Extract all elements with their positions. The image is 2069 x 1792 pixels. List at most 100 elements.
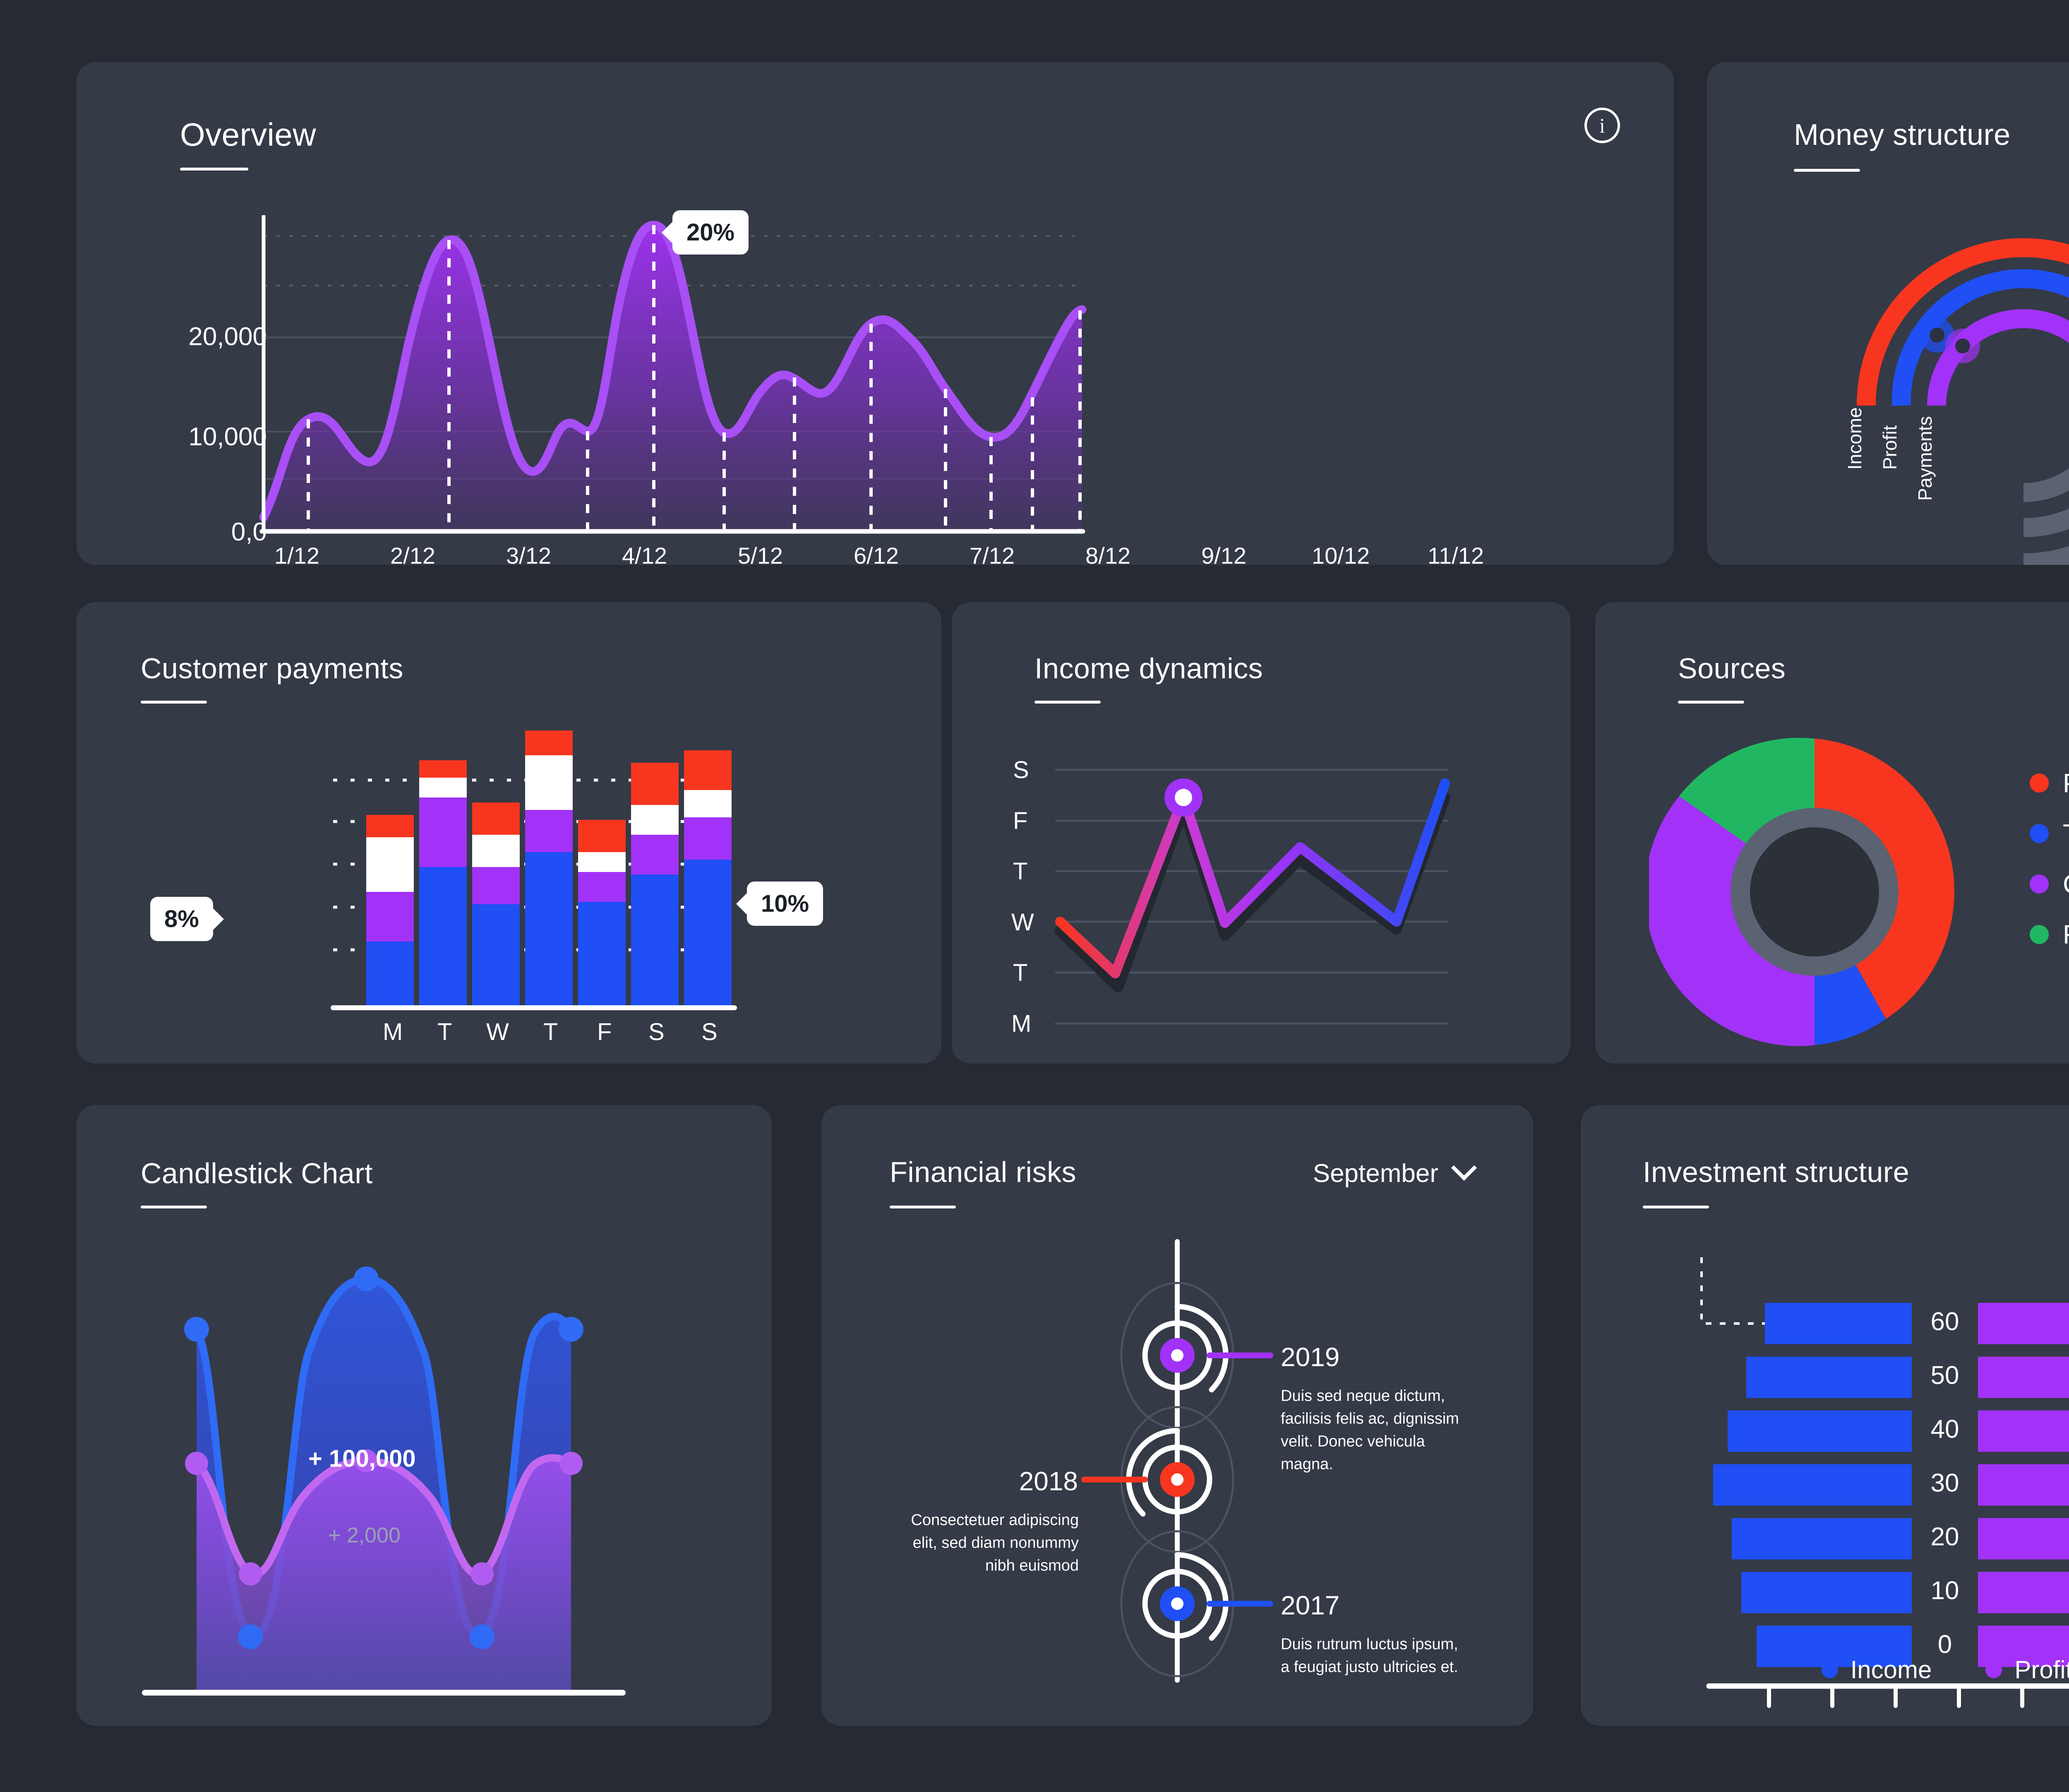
income-dynamics-card: Income dynamics bbox=[952, 602, 1570, 1064]
x-tick: 2/12 bbox=[390, 543, 435, 565]
x-tick: T bbox=[437, 1019, 452, 1045]
candlestick-points-blue bbox=[184, 1266, 583, 1649]
money-structure-gauge bbox=[1856, 238, 2069, 565]
title-underline bbox=[1034, 701, 1101, 704]
x-tick: 1/12 bbox=[274, 543, 319, 565]
sources-card: Sources i Payments — 60% Tariff — 10% bbox=[1595, 602, 2069, 1064]
row-value: 40 bbox=[1930, 1415, 1959, 1444]
row-value: 50 bbox=[1930, 1361, 1959, 1390]
bar-stack bbox=[631, 763, 679, 1006]
title-underline bbox=[1678, 701, 1744, 704]
row-value: 30 bbox=[1930, 1469, 1959, 1497]
title-underline bbox=[1794, 169, 1860, 172]
bar-stack bbox=[366, 815, 414, 1006]
income-dynamics-chart bbox=[1055, 769, 1450, 1025]
legend-item-profit[interactable]: Profit bbox=[1985, 1655, 2069, 1684]
info-icon[interactable]: i bbox=[1584, 108, 1620, 143]
timeline-year-2019: 2019 bbox=[1281, 1342, 1340, 1372]
income-line bbox=[1055, 778, 1450, 978]
month-selector[interactable]: September bbox=[1313, 1155, 1477, 1188]
legend-item-tariff[interactable]: Tariff — 10% bbox=[2030, 818, 2069, 849]
customer-payments-card: Customer payments bbox=[77, 602, 941, 1064]
candlestick-label-top: + 100,000 bbox=[308, 1445, 416, 1472]
gauge-arc-income bbox=[1856, 238, 2069, 406]
x-tick: T bbox=[543, 1019, 558, 1045]
x-tick: 9/12 bbox=[1201, 543, 1246, 565]
bar-stack bbox=[419, 760, 467, 1006]
x-tick: M bbox=[383, 1019, 403, 1045]
bars-income bbox=[1713, 1303, 1912, 1667]
title-underline bbox=[141, 701, 207, 704]
candlestick-title: Candlestick Chart bbox=[141, 1157, 373, 1189]
y-tick-t2: T bbox=[1013, 959, 1028, 986]
timeline-node-2018[interactable] bbox=[1081, 1428, 1212, 1517]
timeline-body-2019: Duis sed neque dictum, facilisis felis a… bbox=[1281, 1387, 1459, 1473]
legend-label-profit: Profit bbox=[2014, 1656, 2069, 1684]
x-tick: F bbox=[597, 1019, 612, 1045]
title-underline bbox=[1643, 1206, 1709, 1208]
legend-dot-income bbox=[1821, 1661, 1838, 1678]
legend-item-income[interactable]: Income bbox=[1821, 1655, 1932, 1684]
row-value: 0 bbox=[1937, 1630, 1952, 1659]
investment-butterfly-chart bbox=[1700, 1257, 2069, 1708]
sources-donut bbox=[1649, 737, 1954, 1046]
gauge-label-payments: Payments bbox=[1914, 416, 1936, 501]
timeline-node-2019[interactable] bbox=[1142, 1304, 1273, 1393]
income-dynamics-title: Income dynamics bbox=[1034, 652, 1263, 685]
income-shadow-line bbox=[1055, 792, 1450, 992]
financial-risks-card: Financial risks September bbox=[821, 1105, 1533, 1726]
x-tick: 4/12 bbox=[622, 543, 667, 565]
y-tick-f: F bbox=[1013, 807, 1028, 834]
legend-dot-current bbox=[2030, 874, 2049, 894]
legend-item-reserves[interactable]: Reserves— 5% bbox=[2030, 919, 2069, 950]
legend-item-payments[interactable]: Payments — 60% bbox=[2030, 768, 2069, 798]
candlestick-points-purple bbox=[185, 1449, 583, 1585]
x-tick: S bbox=[648, 1019, 665, 1045]
gauge-label-profit: Profit bbox=[1879, 425, 1901, 470]
y-tick-w: W bbox=[1011, 909, 1034, 936]
overview-chart bbox=[259, 215, 1087, 534]
y-tick-t1: T bbox=[1013, 858, 1028, 885]
title-underline bbox=[890, 1206, 956, 1208]
legend-label-current: Current — 25% bbox=[2063, 869, 2069, 899]
gauge-arc-payments bbox=[1927, 309, 2069, 406]
overview-annotation-badge: 20% bbox=[672, 210, 749, 255]
timeline-node-2017[interactable] bbox=[1142, 1552, 1273, 1641]
x-tick: W bbox=[486, 1019, 509, 1045]
bar-stack bbox=[684, 750, 732, 1006]
investment-legend: Income Profit bbox=[1581, 1655, 2069, 1684]
x-tick: 11/12 bbox=[1428, 543, 1484, 565]
bar-stack bbox=[578, 820, 626, 1006]
page-title: Overview bbox=[180, 116, 317, 153]
bars-profit bbox=[1978, 1303, 2069, 1667]
customer-payments-title: Customer payments bbox=[141, 652, 403, 685]
x-tick: 6/12 bbox=[854, 543, 899, 565]
legend-dot-tariff bbox=[2030, 824, 2049, 843]
money-structure-card: Money structure Income Profit Payments bbox=[1707, 62, 2069, 565]
sources-title: Sources bbox=[1678, 652, 1786, 685]
legend-label-payments: Payments — 60% bbox=[2063, 768, 2069, 798]
month-selector-label: September bbox=[1313, 1159, 1438, 1188]
x-tick: S bbox=[701, 1019, 718, 1045]
timeline-year-2017: 2017 bbox=[1281, 1590, 1340, 1620]
legend-dot-profit bbox=[1985, 1661, 2002, 1678]
x-tick: 5/12 bbox=[738, 543, 783, 565]
financial-risks-title: Financial risks bbox=[890, 1156, 1076, 1188]
legend-label-tariff: Tariff — 10% bbox=[2063, 818, 2069, 849]
candlestick-label-inner: + 2,000 bbox=[328, 1523, 401, 1547]
row-value: 60 bbox=[1930, 1307, 1959, 1336]
row-value: 10 bbox=[1930, 1576, 1959, 1605]
sources-legend: Payments — 60% Tariff — 10% Current — 25… bbox=[2030, 768, 2069, 970]
legend-item-current[interactable]: Current — 25% bbox=[2030, 869, 2069, 899]
donut-slice-current[interactable] bbox=[1649, 796, 1815, 1046]
y-tick-10000: 10,000 bbox=[188, 423, 267, 451]
legend-dot-payments bbox=[2030, 773, 2049, 793]
bar-stack bbox=[525, 730, 573, 1006]
y-tick-m: M bbox=[1011, 1010, 1032, 1037]
x-tick: 7/12 bbox=[970, 543, 1015, 565]
title-underline bbox=[180, 168, 248, 171]
risks-timeline bbox=[1081, 1239, 1273, 1683]
candlestick-card: Candlestick Chart bbox=[77, 1105, 772, 1726]
x-tick: 3/12 bbox=[506, 543, 551, 565]
